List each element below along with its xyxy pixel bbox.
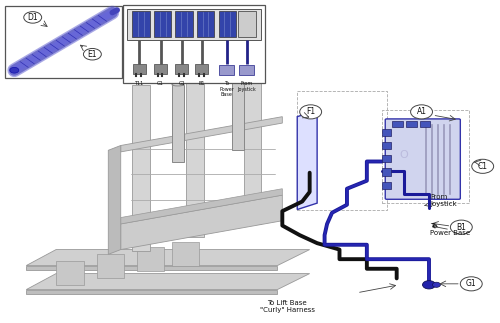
FancyBboxPatch shape [197,11,214,37]
Circle shape [422,281,436,289]
Polygon shape [26,274,310,290]
FancyBboxPatch shape [385,119,460,199]
FancyBboxPatch shape [406,121,416,127]
FancyBboxPatch shape [239,66,254,75]
Ellipse shape [172,83,184,86]
Polygon shape [120,117,282,152]
FancyBboxPatch shape [196,64,208,74]
FancyBboxPatch shape [154,64,167,74]
Polygon shape [132,85,150,251]
Text: B1: B1 [198,81,205,87]
Polygon shape [120,189,282,224]
Text: To Lift Base
"Curly" Harness: To Lift Base "Curly" Harness [260,300,315,313]
FancyBboxPatch shape [238,11,256,37]
FancyBboxPatch shape [232,80,243,150]
Text: D1: D1 [28,13,38,22]
FancyBboxPatch shape [176,11,193,37]
FancyBboxPatch shape [392,121,402,127]
Polygon shape [96,254,124,278]
Circle shape [410,105,432,119]
Circle shape [472,159,494,173]
FancyBboxPatch shape [218,11,236,37]
FancyBboxPatch shape [420,121,430,127]
FancyBboxPatch shape [382,155,390,162]
Text: A1: A1 [416,107,426,116]
Text: To
Power Base: To Power Base [430,223,470,236]
Text: To
Power
Base: To Power Base [219,81,234,97]
FancyBboxPatch shape [219,66,234,75]
Text: T11: T11 [134,81,143,87]
FancyBboxPatch shape [154,11,172,37]
Polygon shape [56,261,84,285]
Text: O: O [399,150,408,160]
Text: G1: G1 [466,279,476,288]
FancyBboxPatch shape [132,64,145,74]
Circle shape [460,277,482,291]
FancyBboxPatch shape [123,5,265,83]
Polygon shape [26,266,278,270]
FancyBboxPatch shape [382,129,390,136]
FancyBboxPatch shape [176,64,188,74]
Text: C1: C1 [478,162,488,171]
Text: E1: E1 [88,50,97,59]
Polygon shape [26,250,310,266]
Text: From
Joystick: From Joystick [237,81,256,92]
FancyBboxPatch shape [382,142,390,149]
Circle shape [84,48,102,60]
Text: G1: G1 [178,81,186,87]
Circle shape [300,105,322,119]
Polygon shape [120,195,282,250]
FancyBboxPatch shape [132,11,150,37]
Text: G1: G1 [157,81,164,87]
Polygon shape [244,64,262,224]
Polygon shape [172,242,199,266]
FancyBboxPatch shape [127,8,261,40]
FancyBboxPatch shape [6,6,122,78]
Circle shape [10,68,19,73]
FancyBboxPatch shape [382,182,390,189]
FancyBboxPatch shape [382,169,390,175]
Polygon shape [186,70,204,237]
Text: B1: B1 [456,223,466,232]
Ellipse shape [232,78,243,81]
FancyBboxPatch shape [172,85,184,162]
Text: F1: F1 [306,107,315,116]
Circle shape [450,220,472,234]
Circle shape [432,282,440,287]
Polygon shape [297,110,317,210]
Circle shape [24,12,42,23]
Polygon shape [136,247,164,271]
Text: From
Joystick: From Joystick [424,194,456,207]
Polygon shape [26,290,278,294]
Polygon shape [108,145,120,255]
